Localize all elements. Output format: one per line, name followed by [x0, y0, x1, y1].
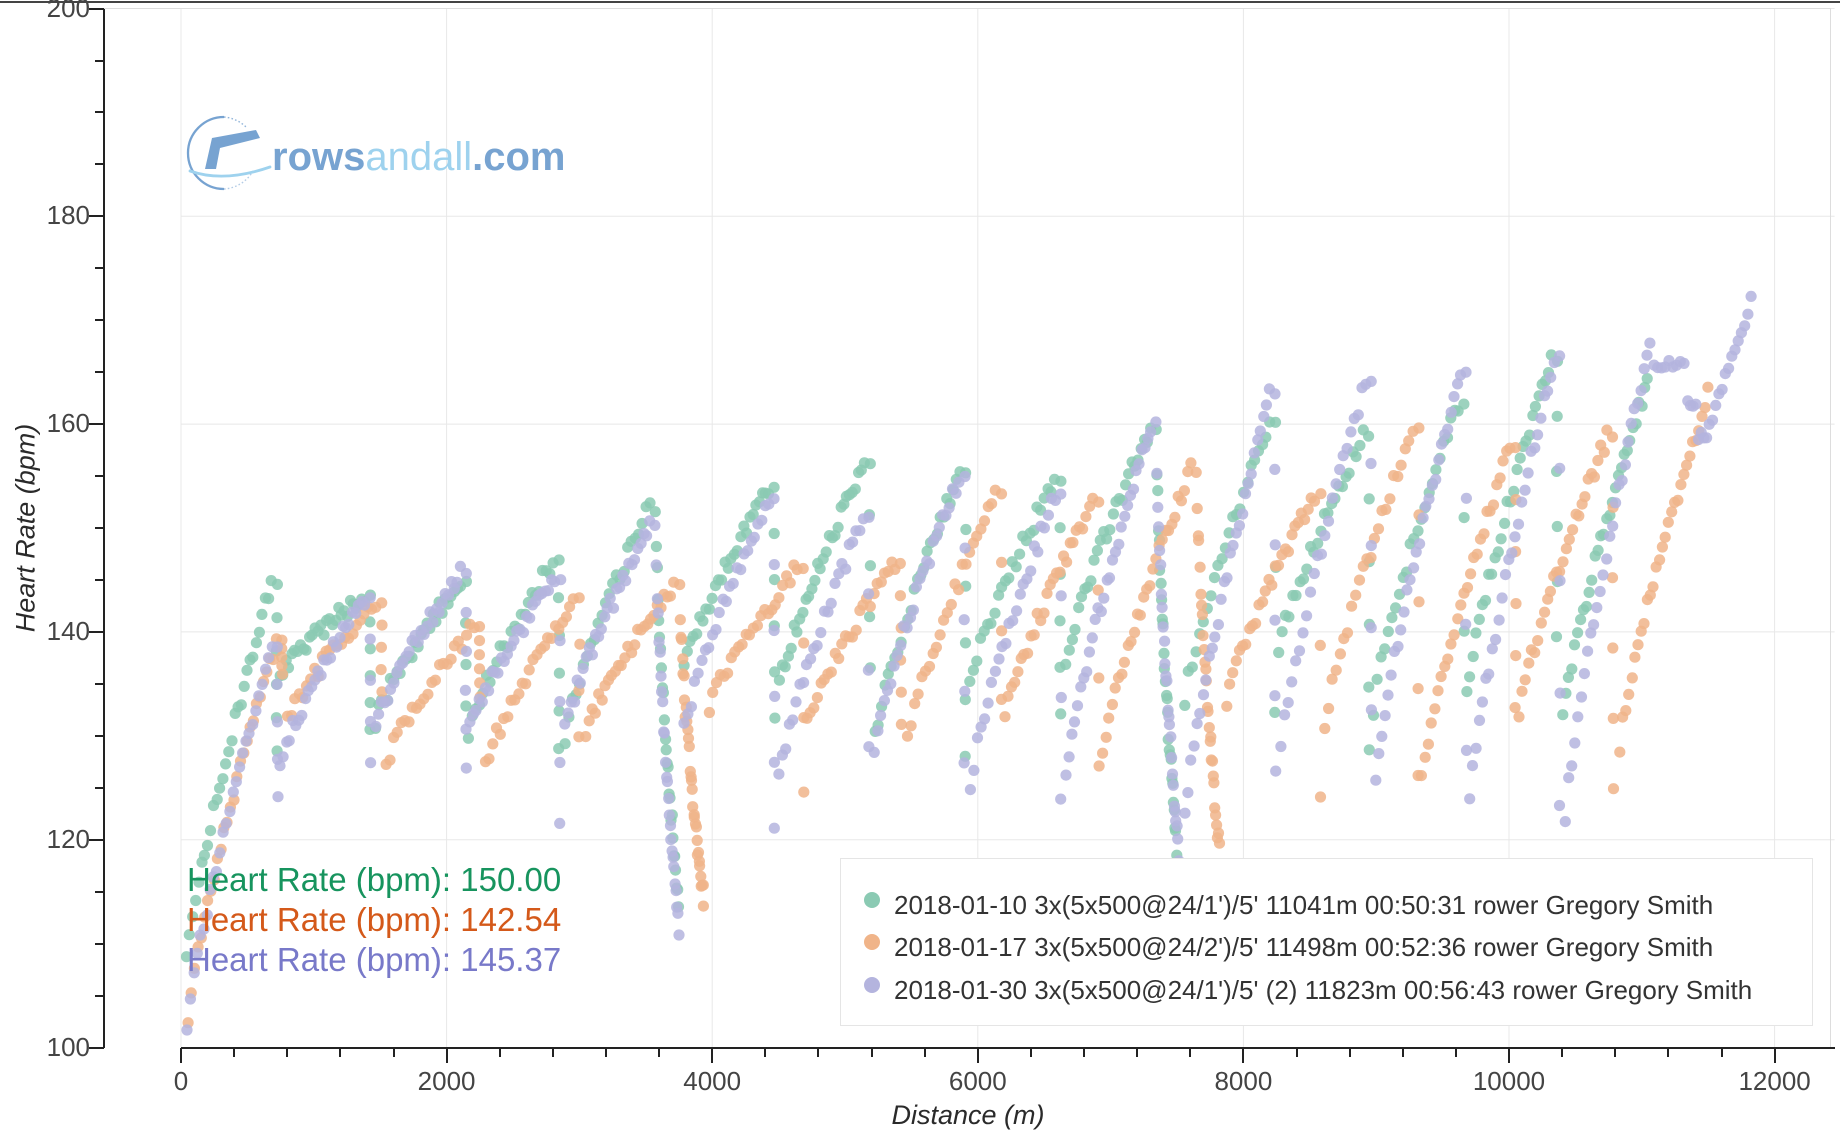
svg-text:rowsandall.com: rowsandall.com	[272, 135, 565, 179]
